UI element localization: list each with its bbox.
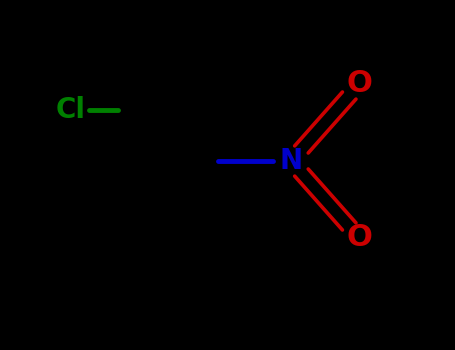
- Text: N: N: [280, 147, 303, 175]
- Text: O: O: [347, 70, 372, 98]
- Text: O: O: [347, 224, 372, 252]
- Text: Cl: Cl: [56, 96, 86, 124]
